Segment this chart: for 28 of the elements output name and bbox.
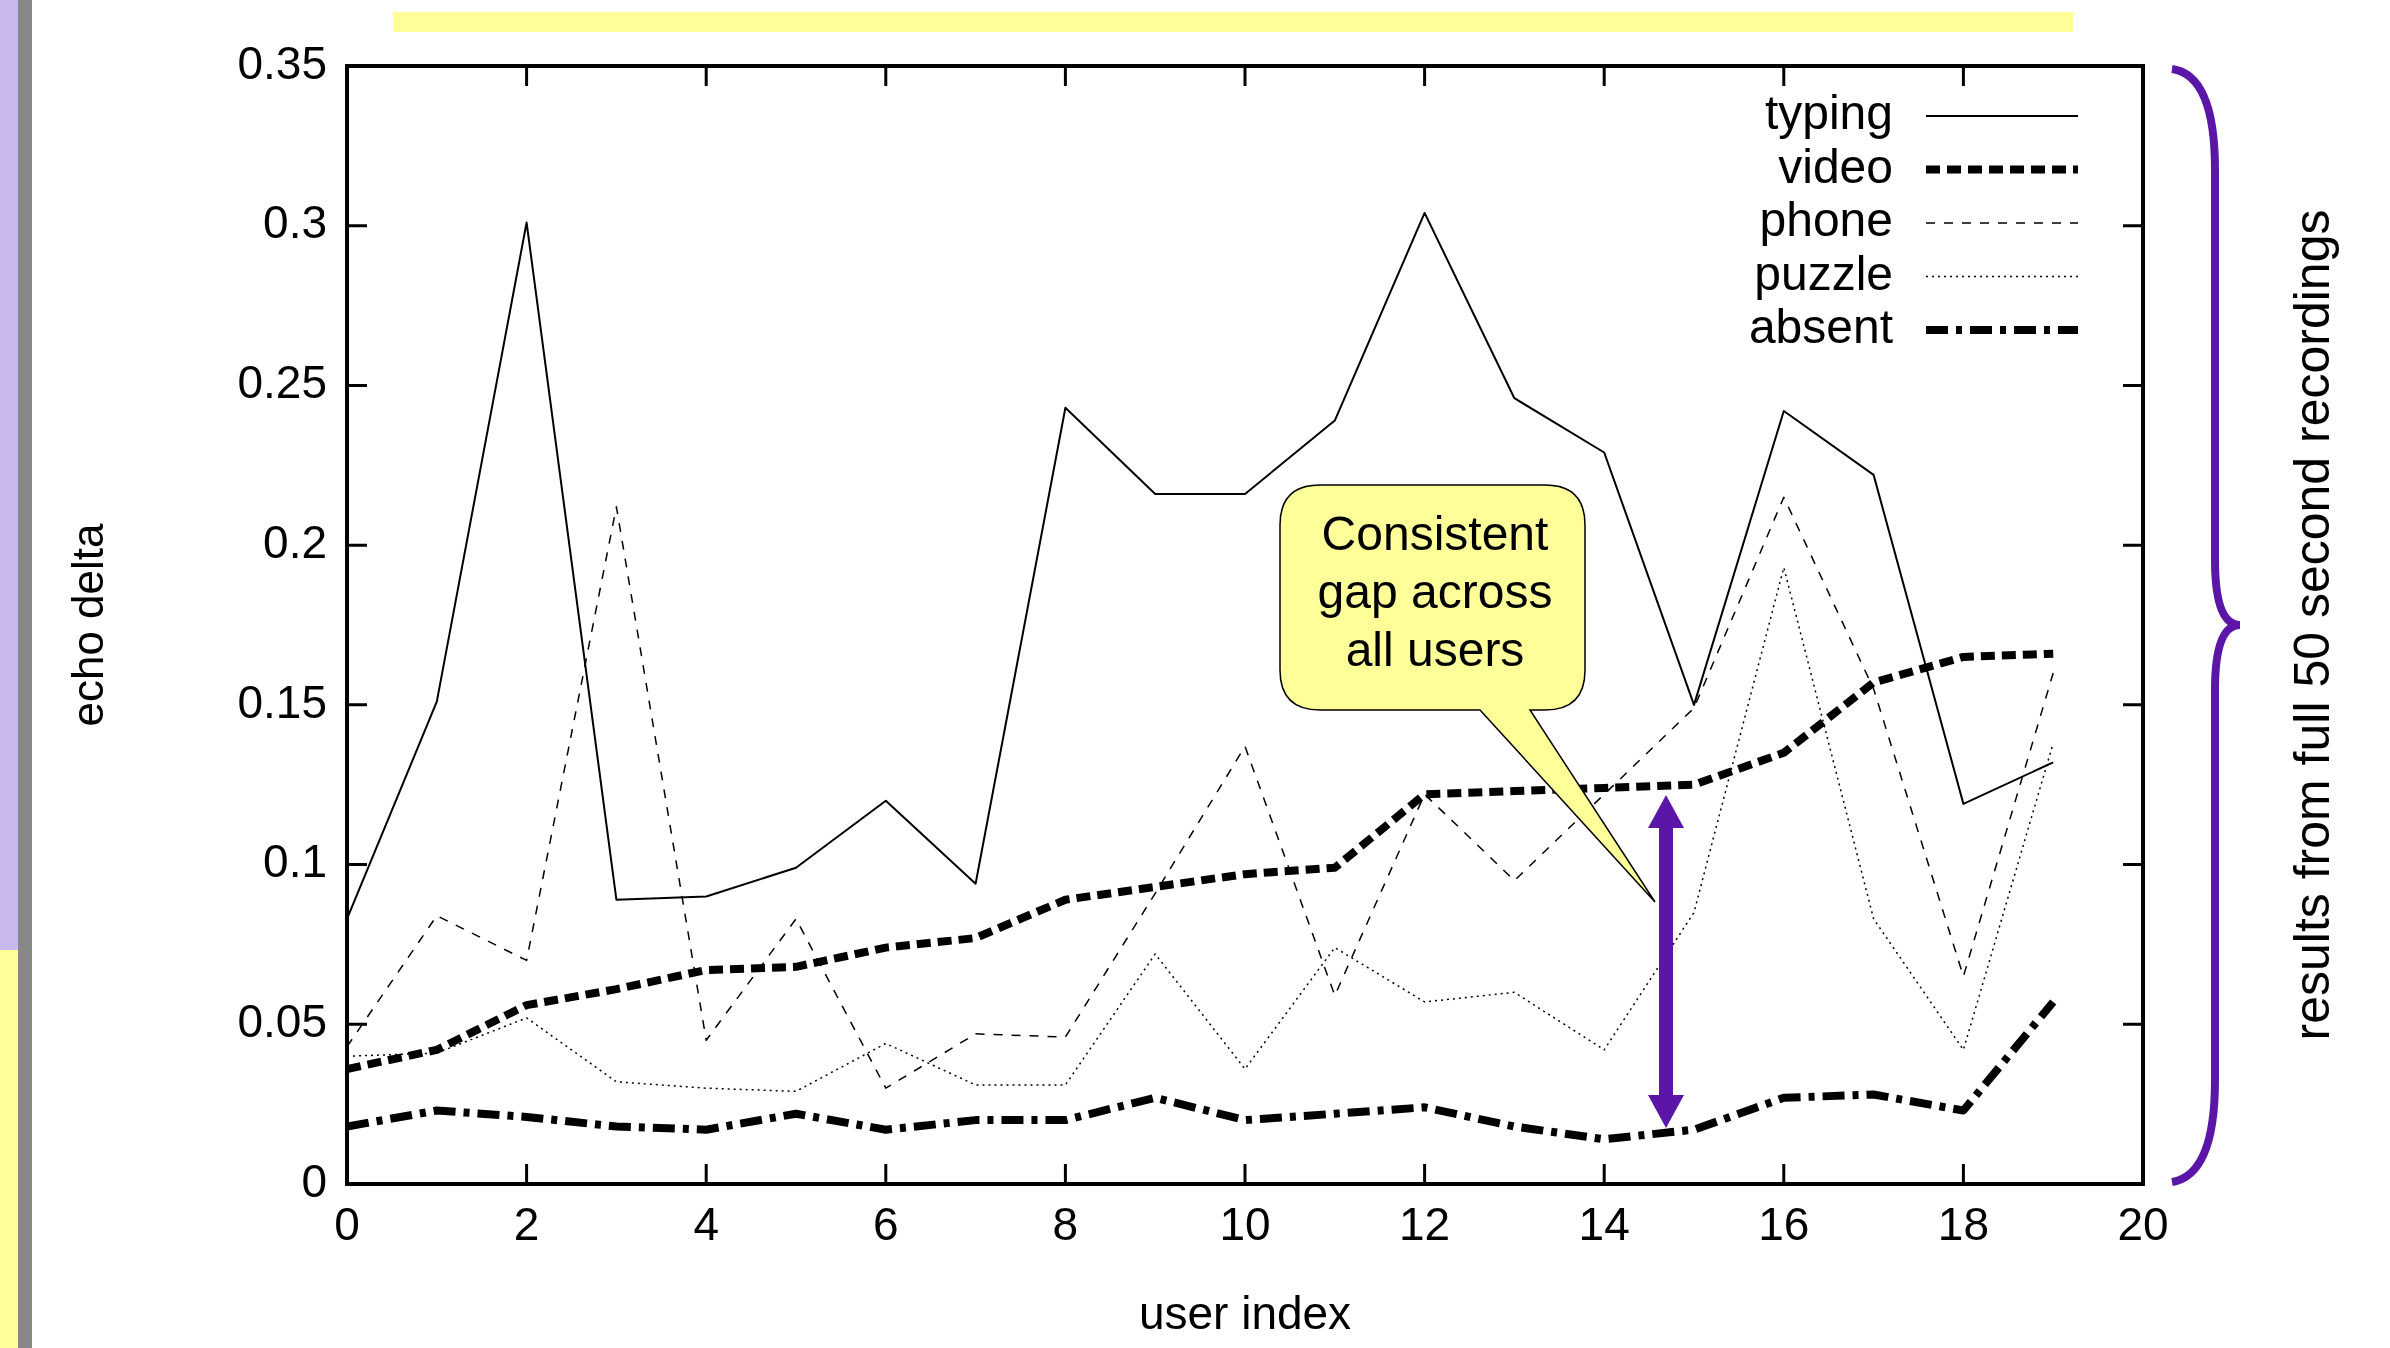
x-tick-label: 0 [334, 1198, 360, 1251]
legend-label: puzzle [1754, 246, 1893, 300]
y-tick-label: 0.15 [237, 675, 327, 728]
legend-label: phone [1759, 193, 1893, 247]
y-tick-label: 0.05 [237, 994, 327, 1047]
x-tick-label: 14 [1578, 1198, 1630, 1251]
x-tick-label: 2 [513, 1198, 540, 1251]
x-tick-label: 10 [1219, 1198, 1271, 1251]
y-tick-label: 0.2 [263, 515, 327, 568]
x-tick-label: 20 [2117, 1198, 2169, 1251]
y-tick-label: 0.1 [263, 835, 327, 888]
annotation: Consistent gap across all users [1316, 506, 1554, 678]
legend-label: video [1778, 139, 1893, 193]
legend-label: typing [1764, 86, 1893, 140]
y-tick-label: 0.3 [263, 196, 327, 249]
x-tick-label: 4 [693, 1198, 719, 1251]
text: results from full 50 second recordings [2283, 209, 2341, 1041]
x-tick-label: 12 [1399, 1198, 1451, 1251]
y-tick-label: 0.25 [237, 356, 327, 409]
x-axis-title: user index [1138, 1287, 1352, 1340]
x-tick-label: 16 [1758, 1198, 1810, 1251]
legend-label: absent [1748, 300, 1893, 354]
y-axis-title: echo delta [62, 522, 112, 727]
y-tick-label: 0.35 [237, 36, 327, 89]
y-tick-label: 0 [301, 1154, 327, 1207]
x-tick-label: 6 [873, 1198, 899, 1251]
x-tick-label: 18 [1937, 1198, 1989, 1251]
x-tick-label: 8 [1052, 1198, 1079, 1251]
